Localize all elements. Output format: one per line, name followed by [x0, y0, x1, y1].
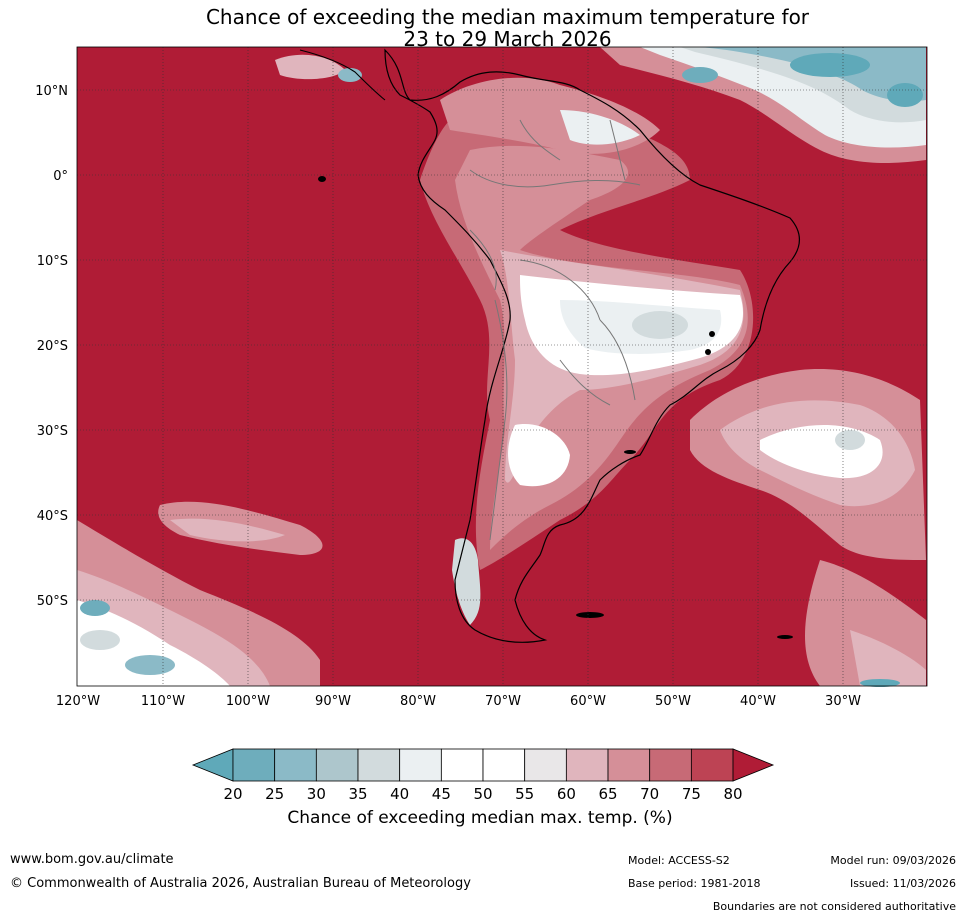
colorbar-tick-label: 80 — [723, 785, 742, 803]
colorbar-box — [232, 748, 276, 782]
colorbar-extend-high — [732, 748, 775, 782]
colorbar-box — [649, 748, 692, 782]
colorbar-box — [315, 748, 359, 782]
colorbar-tick-label: 20 — [223, 785, 242, 803]
boundaries-disclaimer: Boundaries are not considered authoritat… — [712, 900, 956, 913]
colorbar-tick-label: 55 — [515, 785, 534, 803]
colorbar-tick-label: 70 — [640, 785, 659, 803]
lat-label-0: 0° — [53, 169, 68, 184]
lat-label-50s: 50°S — [37, 594, 68, 609]
colorbar-extend-low — [191, 748, 234, 782]
lon-label-50w: 50°W — [655, 694, 691, 709]
colorbar-ticks: 20 25 30 35 40 45 50 55 60 65 70 75 80 — [223, 785, 742, 803]
lon-label-110w: 110°W — [141, 694, 185, 709]
lon-label-90w: 90°W — [315, 694, 351, 709]
colorbar-box — [607, 748, 651, 782]
longitude-labels: 120°W 110°W 100°W 90°W 80°W 70°W 60°W 50… — [56, 694, 861, 709]
colorbar-tick-label: 50 — [473, 785, 492, 803]
colorbar-tick-label: 35 — [348, 785, 367, 803]
lat-label-30s: 30°S — [37, 424, 68, 439]
colorbar-tick-label: 25 — [265, 785, 284, 803]
lon-label-40w: 40°W — [740, 694, 776, 709]
probability-field — [77, 47, 926, 687]
colorbar-tick-label: 75 — [682, 785, 701, 803]
colorbar-box — [690, 748, 734, 782]
coastline — [384, 48, 800, 643]
base-period: Base period: 1981-2018 — [628, 877, 761, 890]
gridlines — [77, 47, 927, 686]
islands — [318, 176, 793, 639]
copyright-text: © Commonwealth of Australia 2026, Austra… — [10, 876, 471, 891]
colorbar-tick-label: 65 — [598, 785, 617, 803]
lon-label-60w: 60°W — [570, 694, 606, 709]
colorbar-box — [565, 748, 609, 782]
colorbar-tick-label: 45 — [432, 785, 451, 803]
colorbar-boxes — [191, 748, 775, 782]
model-name: Model: ACCESS-S2 — [628, 854, 730, 867]
colorbar-box — [482, 748, 526, 782]
country-borders — [469, 119, 641, 541]
lat-label-10s: 10°S — [37, 254, 68, 269]
colorbar-box — [274, 748, 317, 782]
colorbar-box — [440, 748, 484, 782]
issued-date: Issued: 11/03/2026 — [849, 877, 956, 890]
colorbar-tick-label: 40 — [390, 785, 409, 803]
website-link[interactable]: www.bom.gov.au/climate — [10, 852, 174, 867]
map-title-line-2: 23 to 29 March 2026 — [403, 27, 612, 51]
map-title-line-1: Chance of exceeding the median maximum t… — [205, 5, 810, 29]
colorbar-tick-label: 30 — [307, 785, 326, 803]
colorbar-tick-label: 60 — [557, 785, 576, 803]
lat-label-20s: 20°S — [37, 339, 68, 354]
colorbar-box — [524, 748, 567, 782]
forecast-map: 10°N 0° 10°S 20°S 30°S 40°S 50°S 120°W 1… — [35, 46, 928, 709]
colorbar: 20 25 30 35 40 45 50 55 60 65 70 75 80 — [191, 748, 775, 803]
colorbar-box — [357, 748, 401, 782]
colorbar-box — [399, 748, 442, 782]
lon-label-30w: 30°W — [825, 694, 861, 709]
latitude-labels: 10°N 0° 10°S 20°S 30°S 40°S 50°S — [35, 84, 68, 609]
lon-label-100w: 100°W — [226, 694, 270, 709]
model-run-date: Model run: 09/03/2026 — [830, 854, 956, 867]
lat-label-40s: 40°S — [37, 509, 68, 524]
lat-label-10n: 10°N — [35, 84, 68, 99]
lon-label-120w: 120°W — [56, 694, 100, 709]
colorbar-label: Chance of exceeding median max. temp. (%… — [287, 808, 673, 828]
lon-label-80w: 80°W — [400, 694, 436, 709]
map-frame — [76, 46, 928, 687]
central-america-coast — [299, 49, 386, 101]
lon-label-70w: 70°W — [485, 694, 521, 709]
